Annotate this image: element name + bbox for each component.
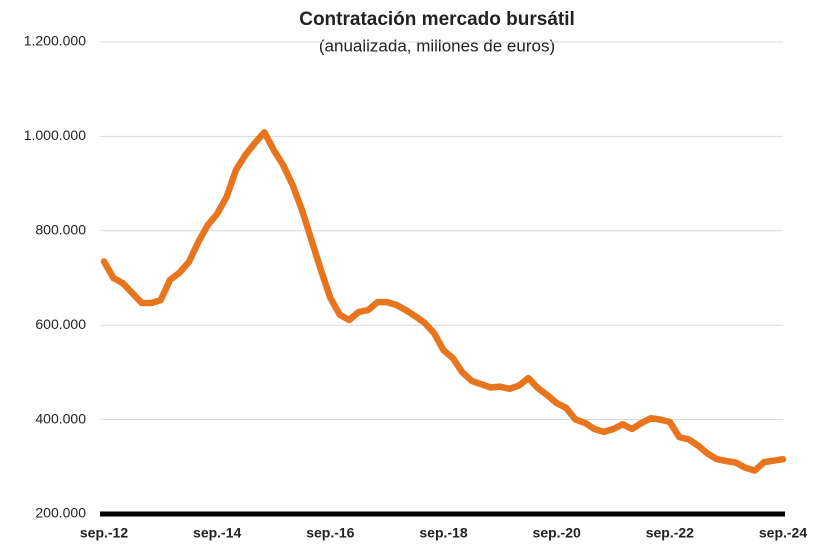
x-tick-label: sep.-20 xyxy=(533,525,581,541)
x-tick-label: sep.-24 xyxy=(759,525,807,541)
x-tick-label: sep.-12 xyxy=(80,525,128,541)
y-tick-label: 600.000 xyxy=(35,316,86,332)
y-tick-label: 1.000.000 xyxy=(24,127,86,143)
chart-title: Contratación mercado bursátil xyxy=(299,9,575,30)
y-tick-label: 800.000 xyxy=(35,222,86,238)
data-line xyxy=(100,128,787,474)
x-tick-label: sep.-22 xyxy=(646,525,694,541)
y-tick-label: 200.000 xyxy=(35,505,86,521)
y-tick-label: 1.200.000 xyxy=(24,33,86,49)
y-tick-label: 400.000 xyxy=(35,410,86,426)
x-tick-label: sep.-14 xyxy=(193,525,241,541)
x-tick-label: sep.-16 xyxy=(306,525,354,541)
x-tick-label: sep.-18 xyxy=(419,525,467,541)
chart-subtitle: (anualizada, millones de euros) xyxy=(319,36,555,55)
